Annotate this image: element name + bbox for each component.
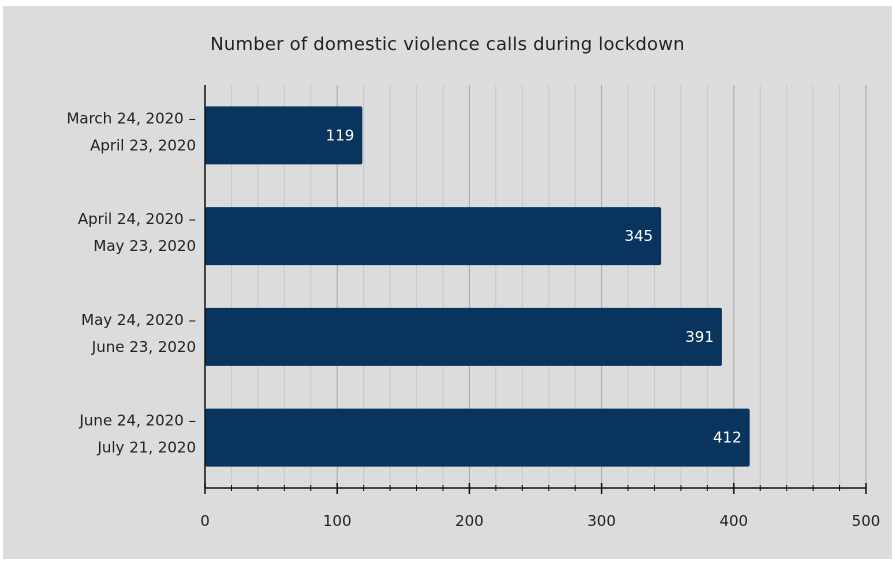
x-tick-label: 200: [455, 512, 484, 530]
category-label: May 24, 2020 –: [81, 311, 196, 329]
category-label: June 24, 2020 –: [79, 412, 197, 430]
chart-title: Number of domestic violence calls during…: [210, 34, 685, 55]
category-label: March 24, 2020 –: [66, 109, 196, 127]
category-label: May 23, 2020: [93, 237, 196, 255]
data-label-1: 119: [326, 126, 355, 144]
bar-1: [205, 106, 363, 165]
category-label: July 21, 2020: [96, 439, 196, 457]
x-tick-label: 500: [852, 512, 881, 530]
chart-background: [3, 6, 892, 559]
bar-2: [205, 207, 662, 266]
category-label: April 23, 2020: [90, 136, 196, 154]
x-tick-label: 100: [323, 512, 352, 530]
bar-3: [205, 307, 722, 366]
x-tick-label: 400: [719, 512, 748, 530]
category-label: April 24, 2020 –: [78, 210, 196, 228]
category-label: June 23, 2020: [91, 338, 196, 356]
bar-4: [205, 408, 750, 467]
data-label-4: 412: [713, 429, 742, 447]
data-label-2: 345: [624, 227, 653, 245]
data-label-3: 391: [685, 328, 714, 346]
x-tick-label: 0: [200, 512, 210, 530]
x-tick-label: 300: [587, 512, 616, 530]
